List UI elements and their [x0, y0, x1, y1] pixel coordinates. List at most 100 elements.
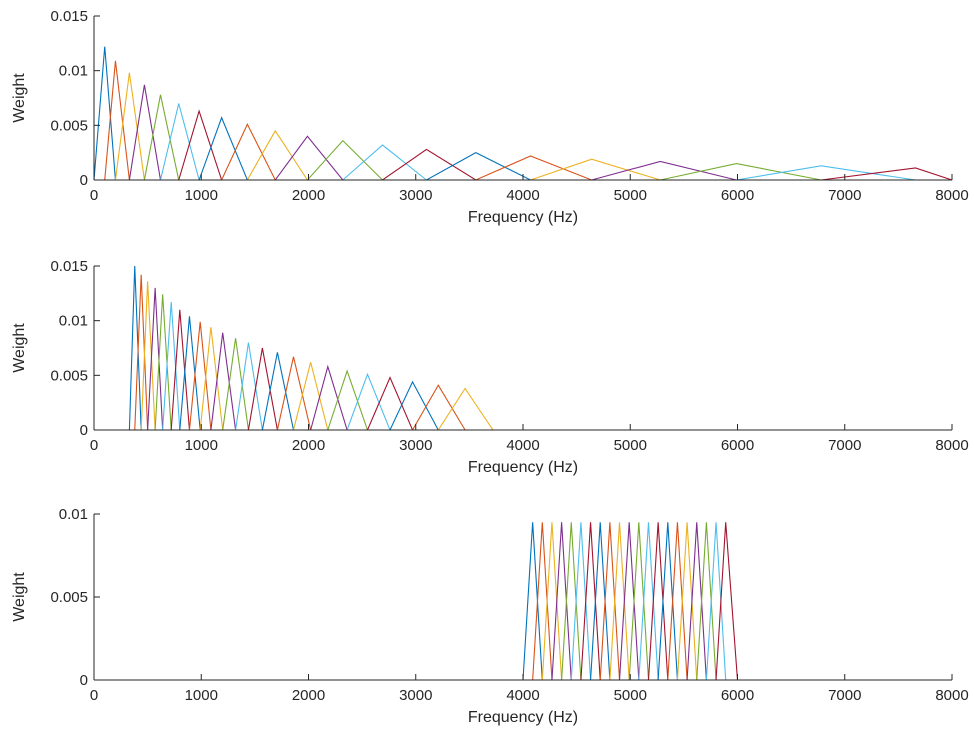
- x-tick-label: 3000: [399, 687, 432, 704]
- filter-20: [94, 372, 952, 431]
- filter-18: [94, 522, 952, 681]
- subplot-1: 0 1000 2000 3000 4000 5000 6000 7000 8000 0 0.005 0…: [11, 8, 969, 226]
- y-tick-label: 0: [80, 672, 88, 689]
- x-axis-label: Frequency (Hz): [468, 459, 578, 476]
- filter-9: [94, 522, 952, 681]
- filter-10: [94, 129, 952, 181]
- filter-7: [94, 522, 952, 681]
- y-tick-label: 0.01: [59, 63, 88, 80]
- filter-11: [94, 135, 952, 181]
- subplot-3: 0 1000 2000 3000 4000 5000 6000 7000 8000 0 0.005 0…: [11, 506, 969, 726]
- y-tick-label: 0.005: [50, 589, 88, 606]
- filter-1: [94, 522, 952, 681]
- filter-lines: [93, 46, 953, 181]
- x-tick-label: 4000: [506, 187, 539, 204]
- filter-8: [94, 522, 952, 681]
- filter-19: [94, 369, 952, 431]
- x-tick-label: 6000: [721, 437, 754, 454]
- filter-12: [94, 522, 952, 681]
- x-tick-label: 1000: [185, 187, 218, 204]
- filter-5: [94, 94, 952, 181]
- filter-4: [94, 522, 952, 681]
- filter-15: [94, 352, 952, 431]
- filter-11: [94, 522, 952, 681]
- filter-lines: [94, 522, 952, 681]
- filter-23: [94, 384, 952, 431]
- filter-22: [94, 380, 952, 431]
- x-tick-label: 2000: [292, 187, 325, 204]
- x-tick-label: 8000: [935, 687, 968, 704]
- filter-4: [94, 287, 952, 431]
- y-axis-label: Weight: [11, 323, 28, 373]
- filter-18: [94, 364, 952, 431]
- x-tick-label: 2000: [292, 687, 325, 704]
- x-tick-label: 7000: [828, 437, 861, 454]
- filter-15: [94, 522, 952, 681]
- filter-10: [94, 522, 952, 681]
- x-tick-label: 0: [90, 187, 98, 204]
- filter-8: [94, 116, 952, 181]
- x-tick-label: 5000: [614, 187, 647, 204]
- y-tick-label: 0.015: [50, 258, 88, 275]
- filter-1: [94, 265, 952, 431]
- x-tick-label: 8000: [935, 437, 968, 454]
- y-tick-label: 0.01: [59, 506, 88, 523]
- filter-16: [94, 522, 952, 681]
- y-tick-label: 0: [80, 422, 88, 439]
- filter-3: [94, 72, 952, 181]
- y-axis-label: Weight: [11, 572, 28, 622]
- y-tick-label: 0: [80, 172, 88, 189]
- filter-20: [94, 522, 952, 681]
- filter-7: [94, 309, 952, 431]
- x-tick-label: 0: [90, 437, 98, 454]
- y-tick-label: 0.015: [50, 8, 88, 25]
- y-tick-label: 0.01: [59, 313, 88, 330]
- x-axis-label: Frequency (Hz): [468, 709, 578, 726]
- filter-14: [94, 522, 952, 681]
- x-tick-label: 4000: [506, 687, 539, 704]
- subplot-2: 0 1000 2000 3000 4000 5000 6000 7000 8000 0 0.005 0…: [11, 258, 969, 476]
- filter-17: [94, 362, 952, 431]
- filter-13: [94, 342, 952, 431]
- filter-5: [94, 294, 952, 431]
- filter-12: [94, 338, 952, 431]
- x-tick-label: 7000: [828, 687, 861, 704]
- x-tick-label: 8000: [935, 187, 968, 204]
- x-tick-label: 7000: [828, 187, 861, 204]
- x-tick-label: 6000: [721, 687, 754, 704]
- filter-24: [94, 387, 952, 431]
- filter-9: [94, 122, 952, 181]
- x-tick-label: 4000: [506, 437, 539, 454]
- x-tick-label: 5000: [614, 437, 647, 454]
- filter-5: [94, 522, 952, 681]
- x-tick-label: 0: [90, 687, 98, 704]
- filter-19: [94, 522, 952, 681]
- filter-2: [94, 274, 952, 431]
- filter-16: [94, 356, 952, 431]
- filter-11: [94, 332, 952, 431]
- x-tick-label: 3000: [399, 437, 432, 454]
- filter-13: [94, 522, 952, 681]
- x-tick-label: 6000: [721, 187, 754, 204]
- filter-9: [94, 321, 952, 431]
- x-tick-label: 5000: [614, 687, 647, 704]
- filter-21: [94, 522, 952, 681]
- filter-14: [94, 347, 952, 431]
- filter-6: [94, 522, 952, 681]
- filter-10: [94, 327, 952, 431]
- filter-3: [94, 281, 952, 431]
- filter-2: [94, 522, 952, 681]
- x-axis-label: Frequency (Hz): [468, 209, 578, 226]
- filter-6: [94, 103, 952, 181]
- filter-lines: [94, 265, 952, 431]
- x-tick-label: 1000: [185, 437, 218, 454]
- filter-17: [94, 522, 952, 681]
- filter-1: [93, 46, 952, 181]
- filter-3: [94, 522, 952, 681]
- y-tick-label: 0.005: [50, 367, 88, 384]
- x-tick-label: 3000: [399, 187, 432, 204]
- filter-21: [94, 376, 952, 431]
- y-tick-label: 0.005: [50, 117, 88, 134]
